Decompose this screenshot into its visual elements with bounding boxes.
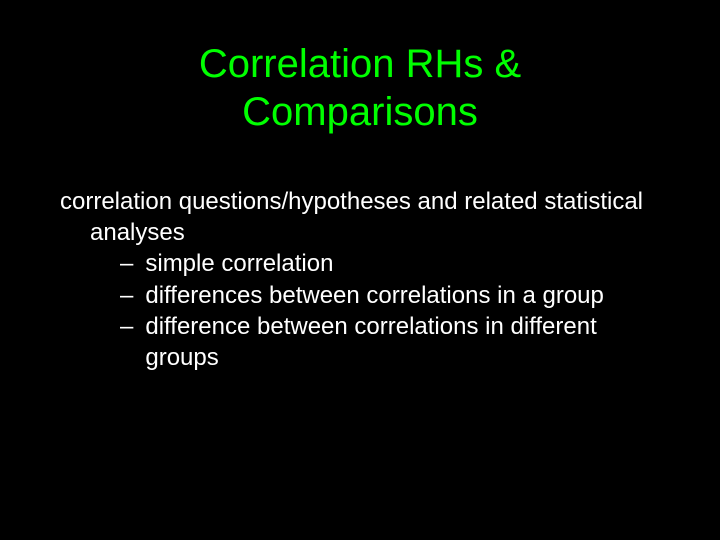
bullet-dash: – bbox=[120, 311, 133, 373]
title-line-1: Correlation RHs & bbox=[199, 42, 521, 86]
bullet-dash: – bbox=[120, 248, 133, 279]
slide-title: Correlation RHs & Comparisons bbox=[60, 40, 660, 136]
intro-text-line-1: correlation questions/hypotheses and rel… bbox=[60, 186, 660, 217]
bullet-item: – simple correlation bbox=[120, 248, 660, 279]
bullet-text: differences between correlations in a gr… bbox=[145, 280, 604, 311]
bullet-text: simple correlation bbox=[145, 248, 333, 279]
intro-text-line-2: analyses bbox=[90, 217, 660, 248]
bullet-item: – differences between correlations in a … bbox=[120, 280, 660, 311]
bullet-text: difference between correlations in diffe… bbox=[145, 311, 660, 373]
slide-body: correlation questions/hypotheses and rel… bbox=[60, 186, 660, 373]
title-line-2: Comparisons bbox=[242, 90, 478, 134]
bullet-dash: – bbox=[120, 280, 133, 311]
bullet-item: – difference between correlations in dif… bbox=[120, 311, 660, 373]
slide-container: Correlation RHs & Comparisons correlatio… bbox=[0, 0, 720, 540]
